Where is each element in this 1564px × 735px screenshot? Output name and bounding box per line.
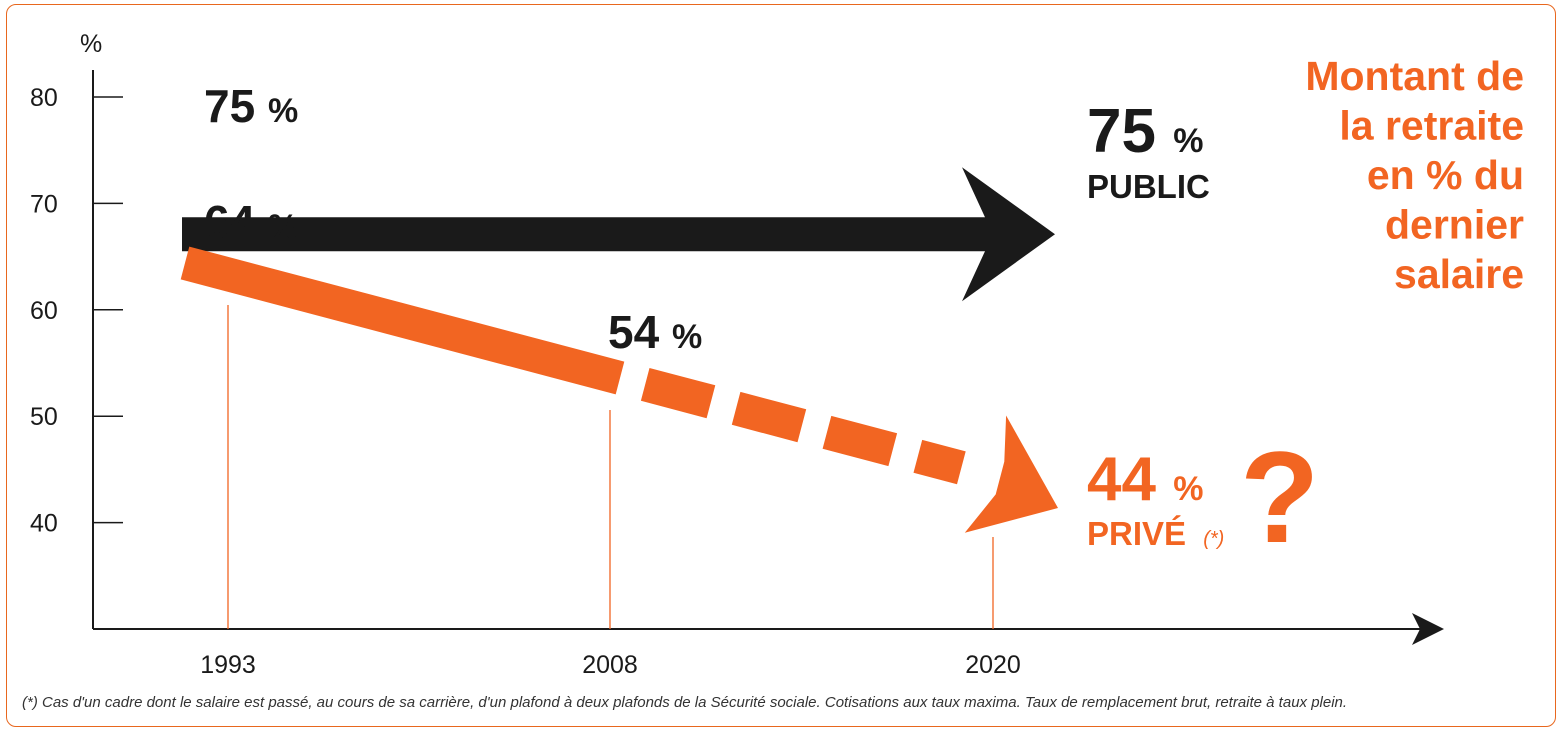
year-guides	[227, 305, 994, 629]
series-private-name: PRIVÉ (*)	[1087, 515, 1224, 552]
y-tick-label-40: 40	[30, 510, 58, 538]
series-private-dash-2	[731, 391, 807, 443]
y-tick-label-50: 50	[30, 403, 58, 431]
chart-title-line-2: la retraite	[1339, 103, 1524, 149]
series-private-line	[180, 246, 1058, 533]
series-private-name-text: PRIVÉ	[1087, 515, 1186, 552]
series-public-end-label: 75 %	[1087, 97, 1203, 166]
series-private-solid-segment	[180, 246, 625, 395]
x-ticks: 1993 2008 2020	[200, 651, 1021, 679]
series-private-label-1993: 64 %	[204, 196, 298, 248]
series-public-name: PUBLIC	[1087, 168, 1210, 205]
y-tick-label-70: 70	[30, 190, 58, 218]
series-private-label-2008: 54 %	[608, 306, 702, 358]
y-tick-label-80: 80	[30, 84, 58, 112]
x-tick-label-2008: 2008	[582, 651, 638, 679]
x-tick-label-2020: 2020	[965, 651, 1021, 679]
series-private-dash-3	[822, 415, 898, 467]
x-tick-label-1993: 1993	[200, 651, 256, 679]
series-private-dash-4	[913, 439, 966, 485]
chart-title-line-4: dernier	[1385, 202, 1524, 248]
y-tick-label-60: 60	[30, 297, 58, 325]
footnote: (*) Cas d'un cadre dont le salaire est p…	[22, 694, 1347, 711]
y-ticks: 40 50 60 70 80	[30, 84, 123, 538]
chart-title-line-3: en % du	[1367, 152, 1524, 198]
chart-title-line-5: salaire	[1394, 251, 1524, 297]
series-private-arrowhead	[964, 415, 1058, 533]
series-public-arrow	[182, 167, 1055, 302]
x-axis-arrowhead	[1412, 613, 1444, 645]
chart-title-line-1: Montant de	[1305, 53, 1524, 99]
question-mark: ?	[1240, 424, 1319, 570]
series-private-label-2020: 44 %	[1087, 445, 1203, 514]
y-axis-label: %	[80, 30, 102, 58]
svg-text:75 %: 75 %	[1087, 97, 1203, 166]
series-private: 64 % 54 % 44 % PRIVÉ (*) ?	[180, 196, 1319, 570]
chart-frame	[6, 4, 1556, 727]
series-private-name-note: (*)	[1203, 528, 1224, 550]
series-private-dash-1	[640, 368, 716, 419]
series-public: 75 % 75 % PUBLIC	[182, 80, 1210, 302]
series-public-start-label: 75 %	[204, 80, 298, 132]
